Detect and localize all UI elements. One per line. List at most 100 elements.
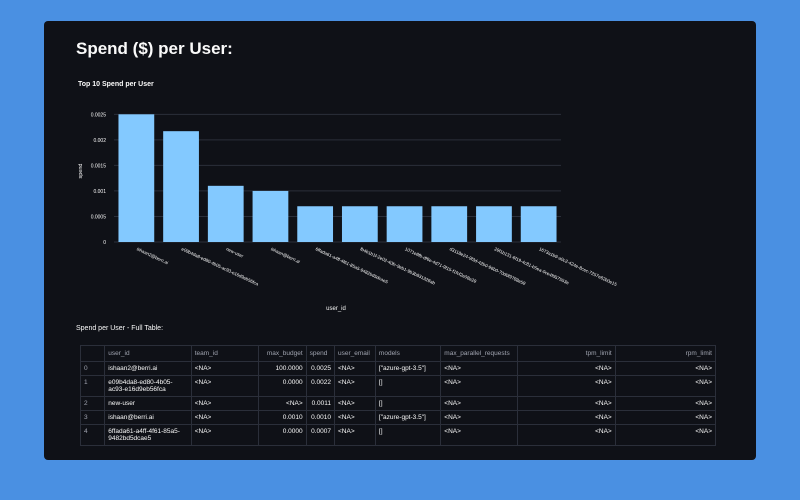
y-tick-label: 0.0005 bbox=[91, 214, 107, 220]
table-cell: 3 bbox=[79, 410, 106, 425]
table-cell: 0 bbox=[79, 361, 106, 376]
table-cell: <NA> bbox=[334, 424, 376, 446]
column-header[interactable]: max_budget bbox=[258, 345, 307, 362]
x-tick-label: 1071e8fb-df6e-4d71-9f15-f1fcf2e08e29 bbox=[404, 246, 478, 284]
table-cell: <NA> bbox=[190, 361, 260, 376]
x-tick-label: new-user bbox=[225, 246, 244, 259]
table-cell: ["azure-gpt-3.5"] bbox=[374, 361, 442, 376]
table-cell: <NA> bbox=[190, 424, 260, 446]
table-cell: 0.0010 bbox=[305, 410, 336, 425]
y-tick-label: 0.0025 bbox=[91, 112, 107, 118]
table-cell: <NA> bbox=[440, 410, 518, 425]
x-tick-label: 6ffada61-a4ff-4f61-85a5-9482bd5dcae5 bbox=[315, 246, 390, 284]
x-tick-label: 29f1b131-6f19-4c81-b5ea-0ce4fd57553e bbox=[494, 246, 571, 285]
table-cell: <NA> bbox=[190, 396, 260, 411]
chart-title: Top 10 Spend per User bbox=[78, 81, 154, 88]
table-cell: ishaan@berri.ai bbox=[104, 410, 192, 425]
y-tick-label: 0 bbox=[103, 240, 106, 246]
table-cell: <NA> bbox=[614, 396, 717, 411]
table-row[interactable]: 4 6ffada61-a4ff-4f61-85a5-9482bd5dcae5 <… bbox=[79, 424, 717, 446]
table-row[interactable]: 0 ishaan2@berri.ai <NA> 100.0000 0.0025 … bbox=[79, 361, 717, 376]
table-cell: <NA> bbox=[334, 410, 376, 425]
table-cell: ishaan2@berri.ai bbox=[104, 361, 192, 376]
x-tick-label: ishaan2@berri.ai bbox=[136, 246, 169, 265]
page-title: Spend ($) per User: bbox=[76, 39, 233, 58]
table-cell: [] bbox=[374, 396, 442, 411]
bar bbox=[297, 206, 334, 242]
table-row[interactable]: 3 ishaan@berri.ai <NA> 0.0010 0.0010 <NA… bbox=[79, 410, 717, 425]
table-cell: <NA> bbox=[516, 361, 616, 376]
spend-table[interactable]: user_id team_id max_budget spend user_em… bbox=[79, 345, 717, 446]
x-tick-label: ishaan@berri.ai bbox=[270, 246, 301, 264]
table-cell: ["azure-gpt-3.5"] bbox=[374, 410, 442, 425]
table-cell: <NA> bbox=[440, 424, 518, 446]
table-row[interactable]: 1 e09b4da8-ed80-4b05-ac93-e16d9eb56fca <… bbox=[79, 375, 717, 397]
table-cell: <NA> bbox=[614, 410, 717, 425]
table-cell: <NA> bbox=[190, 410, 260, 425]
y-axis-label: spend bbox=[78, 164, 84, 179]
table-cell: 1 bbox=[79, 375, 106, 397]
column-header[interactable]: rpm_limit bbox=[614, 345, 717, 362]
y-tick-label: 0.0015 bbox=[91, 163, 107, 169]
x-tick-label: d3118e24-9f3d-42b0-96b0-70d0f9788e59 bbox=[449, 246, 527, 286]
column-header[interactable]: max_parallel_requests bbox=[440, 345, 518, 362]
column-header[interactable] bbox=[79, 345, 106, 362]
column-header[interactable]: models bbox=[374, 345, 442, 362]
x-axis-label: user_id bbox=[326, 306, 346, 312]
table-cell: 0.0010 bbox=[258, 410, 307, 425]
column-header[interactable]: team_id bbox=[190, 345, 260, 362]
table-cell: <NA> bbox=[440, 396, 518, 411]
table-cell: 0.0025 bbox=[305, 361, 336, 376]
table-row[interactable]: 2 new-user <NA> <NA> 0.0011 <NA> [] <NA>… bbox=[79, 396, 717, 411]
column-header[interactable]: user_email bbox=[334, 345, 376, 362]
table-cell: 0.0000 bbox=[258, 424, 307, 446]
bar bbox=[386, 206, 423, 242]
table-cell: 2 bbox=[79, 396, 106, 411]
table-cell: <NA> bbox=[334, 375, 376, 397]
bar bbox=[207, 185, 244, 242]
app-window: Spend ($) per User: Top 10 Spend per Use… bbox=[44, 21, 756, 460]
column-header[interactable]: user_id bbox=[104, 345, 192, 362]
bar bbox=[476, 206, 512, 242]
table-label: Spend per User - Full Table: bbox=[76, 325, 164, 332]
bar bbox=[341, 206, 378, 242]
x-tick-label: e09b4da8-ed80-4b05-ac93-e16d9eb56fca bbox=[181, 246, 260, 286]
table-cell: <NA> bbox=[440, 361, 518, 376]
bar-chart: 0 0.0005 0.001 0.0015 0.002 0.0025 ishaan2@ber… bbox=[78, 112, 618, 312]
table-cell: 0.0022 bbox=[305, 375, 336, 397]
table-header-row: user_id team_id max_budget spend user_em… bbox=[79, 345, 717, 362]
table-cell: <NA> bbox=[516, 396, 616, 411]
x-tick-label: 1673a1b9-a0c2-424e-8cec-7257e62b0e15 bbox=[538, 246, 618, 287]
table-cell: <NA> bbox=[190, 375, 260, 397]
y-tick-label: 0.001 bbox=[93, 189, 106, 195]
bar bbox=[520, 206, 557, 242]
bar bbox=[163, 131, 199, 242]
x-tick-label: fb4b1b1f-2e02-40fc-9eb1-9b3b831328ab bbox=[359, 246, 436, 285]
table-cell: <NA> bbox=[516, 410, 616, 425]
table-cell: 0.0007 bbox=[305, 424, 336, 446]
table-cell: <NA> bbox=[614, 424, 717, 446]
table-cell: <NA> bbox=[516, 375, 616, 397]
column-header[interactable]: tpm_limit bbox=[516, 345, 616, 362]
y-tick-label: 0.002 bbox=[93, 138, 106, 144]
table-cell: 4 bbox=[79, 424, 106, 446]
table-cell: 100.0000 bbox=[258, 361, 307, 376]
table-cell: <NA> bbox=[614, 361, 717, 376]
table-cell: <NA> bbox=[258, 396, 307, 411]
table-cell: <NA> bbox=[516, 424, 616, 446]
table-cell: e09b4da8-ed80-4b05-ac93-e16d9eb56fca bbox=[104, 375, 192, 397]
bar bbox=[431, 206, 468, 242]
table-cell: <NA> bbox=[334, 396, 376, 411]
table-cell: [] bbox=[374, 424, 442, 446]
bar bbox=[252, 190, 289, 242]
table-cell: new-user bbox=[104, 396, 192, 411]
table-cell: <NA> bbox=[614, 375, 717, 397]
bar bbox=[118, 114, 155, 242]
table-cell: <NA> bbox=[334, 361, 376, 376]
table-cell: <NA> bbox=[440, 375, 518, 397]
column-header[interactable]: spend bbox=[305, 345, 336, 362]
table-cell: [] bbox=[374, 375, 442, 397]
table-cell: 0.0011 bbox=[305, 396, 336, 411]
table-cell: 0.0000 bbox=[258, 375, 307, 397]
table-cell: 6ffada61-a4ff-4f61-85a5-9482bd5dcae5 bbox=[104, 424, 192, 446]
